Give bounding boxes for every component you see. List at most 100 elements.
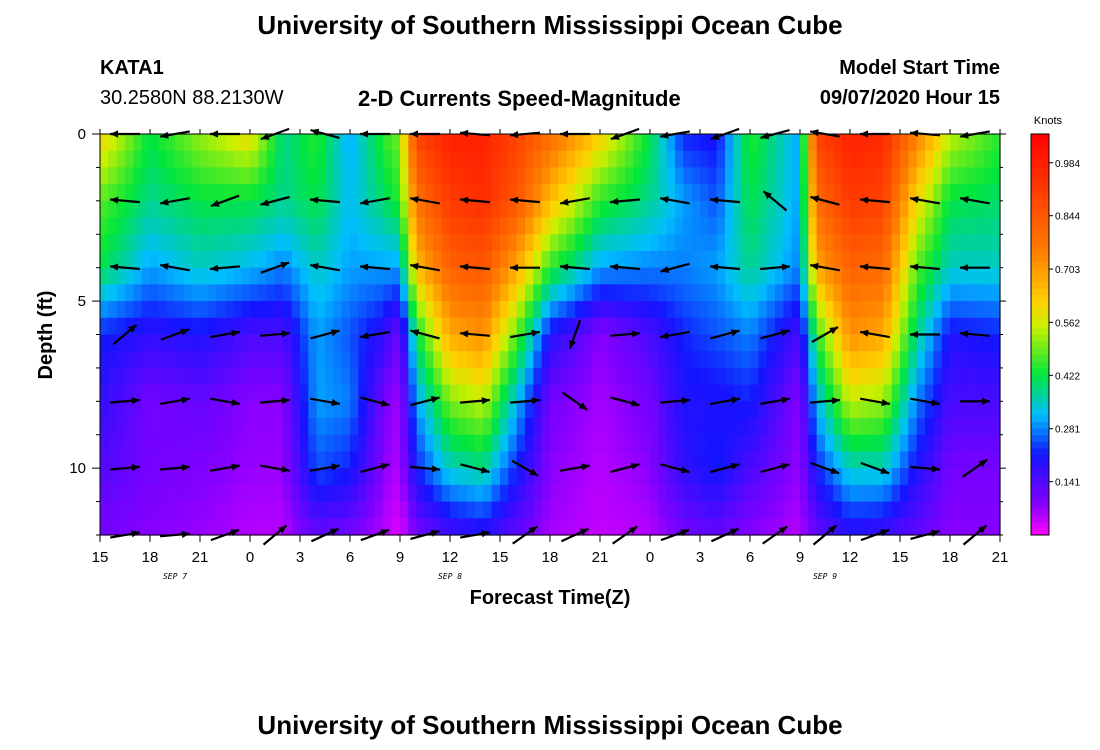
heatmap-cell <box>791 418 801 436</box>
heatmap-cell <box>258 518 268 536</box>
heatmap-cell <box>783 234 793 252</box>
heatmap-cell <box>758 301 768 319</box>
heatmap-cell <box>841 451 851 469</box>
heatmap-cell <box>458 234 468 252</box>
colorbar-unit: Knots <box>1034 115 1063 127</box>
heatmap-cell <box>233 317 243 336</box>
heatmap-cell <box>183 351 193 369</box>
heatmap-cell <box>750 434 759 453</box>
heatmap-cell <box>225 451 234 469</box>
heatmap-cell <box>683 401 693 419</box>
heatmap-cell <box>825 401 834 419</box>
heatmap-cell <box>450 384 459 402</box>
heatmap-cell <box>908 351 918 369</box>
heatmap-cell <box>100 384 109 402</box>
heatmap-cell <box>208 367 218 386</box>
heatmap-cell <box>991 334 1001 352</box>
heatmap-cell <box>333 334 343 352</box>
heatmap-cell <box>983 401 993 419</box>
heatmap-cell <box>825 267 834 285</box>
heatmap-cell <box>483 150 493 169</box>
heatmap-cell <box>491 484 501 503</box>
heatmap-cell <box>741 184 751 202</box>
heatmap-cell <box>308 301 318 319</box>
heatmap-cell <box>158 217 168 235</box>
heatmap-cell <box>683 134 693 152</box>
current-vector <box>360 462 390 474</box>
heatmap-cell <box>400 501 409 519</box>
heatmap-cell <box>158 451 168 469</box>
heatmap-cell <box>450 167 459 185</box>
heatmap-cell <box>391 351 401 369</box>
x-tick-label: 3 <box>296 549 304 566</box>
heatmap-cell <box>875 384 884 402</box>
heatmap-cell <box>891 167 901 185</box>
heatmap-cell <box>241 384 251 402</box>
heatmap-cell <box>391 200 401 219</box>
heatmap-cell <box>408 468 418 486</box>
heatmap-cell <box>700 418 709 436</box>
heatmap-cell <box>600 234 609 252</box>
heatmap-cell <box>983 484 993 503</box>
heatmap-cell <box>441 367 451 386</box>
heatmap-cell <box>666 468 676 486</box>
heatmap-cell <box>108 351 118 369</box>
heatmap-cell <box>283 301 293 319</box>
heatmap-cell <box>591 234 601 252</box>
heatmap-cell <box>541 134 551 152</box>
heatmap-cell <box>283 267 293 285</box>
heatmap-cell <box>633 418 643 436</box>
heatmap-cell <box>808 351 818 369</box>
heatmap-cell <box>750 217 759 235</box>
current-vector <box>811 326 839 343</box>
heatmap-cell <box>441 250 451 269</box>
heatmap-cell <box>858 150 868 169</box>
heatmap-cell <box>433 334 443 352</box>
heatmap-cell <box>133 317 143 336</box>
heatmap-cell <box>891 250 901 269</box>
heatmap-cell <box>116 250 126 269</box>
heatmap-cell <box>700 451 709 469</box>
heatmap-cell <box>483 434 493 453</box>
heatmap-cell <box>541 301 551 319</box>
heatmap-cell <box>566 217 576 235</box>
heatmap-cell <box>816 250 826 269</box>
heatmap-cell <box>191 351 201 369</box>
heatmap-cell <box>941 267 951 285</box>
heatmap-cell <box>208 134 218 152</box>
heatmap-cell <box>666 167 676 185</box>
heatmap-cell <box>208 284 218 302</box>
heatmap-cell <box>866 451 876 469</box>
heatmap-cell <box>908 317 918 336</box>
heatmap-cell <box>966 234 976 252</box>
heatmap-cell <box>758 217 768 235</box>
heatmap-cell <box>258 401 268 419</box>
heatmap-cell <box>133 267 143 285</box>
heatmap-cell <box>766 234 776 252</box>
heatmap-cell <box>566 184 576 202</box>
heatmap-cell <box>283 184 293 202</box>
heatmap-cell <box>833 301 843 319</box>
heatmap-cell <box>683 317 693 336</box>
heatmap-cell <box>800 217 809 235</box>
heatmap-cell <box>883 184 893 202</box>
heatmap-cell <box>175 384 184 402</box>
heatmap-cell <box>366 184 376 202</box>
heatmap-cell <box>933 518 943 536</box>
heatmap-cell <box>325 167 334 185</box>
heatmap-cell <box>466 518 476 536</box>
heatmap-cell <box>475 468 484 486</box>
heatmap-cell <box>508 250 518 269</box>
current-vector <box>310 463 340 472</box>
x-tick-label: 21 <box>192 549 209 566</box>
heatmap-cell <box>300 484 309 503</box>
heatmap-cell <box>308 284 318 302</box>
heatmap-cell <box>316 217 326 235</box>
heatmap-cell <box>450 134 459 152</box>
heatmap-cell <box>400 250 409 269</box>
heatmap-cell <box>266 250 276 269</box>
heatmap-cell <box>675 384 684 402</box>
heatmap-cell <box>508 267 518 285</box>
heatmap-cell <box>958 234 968 252</box>
heatmap-cell <box>508 384 518 402</box>
